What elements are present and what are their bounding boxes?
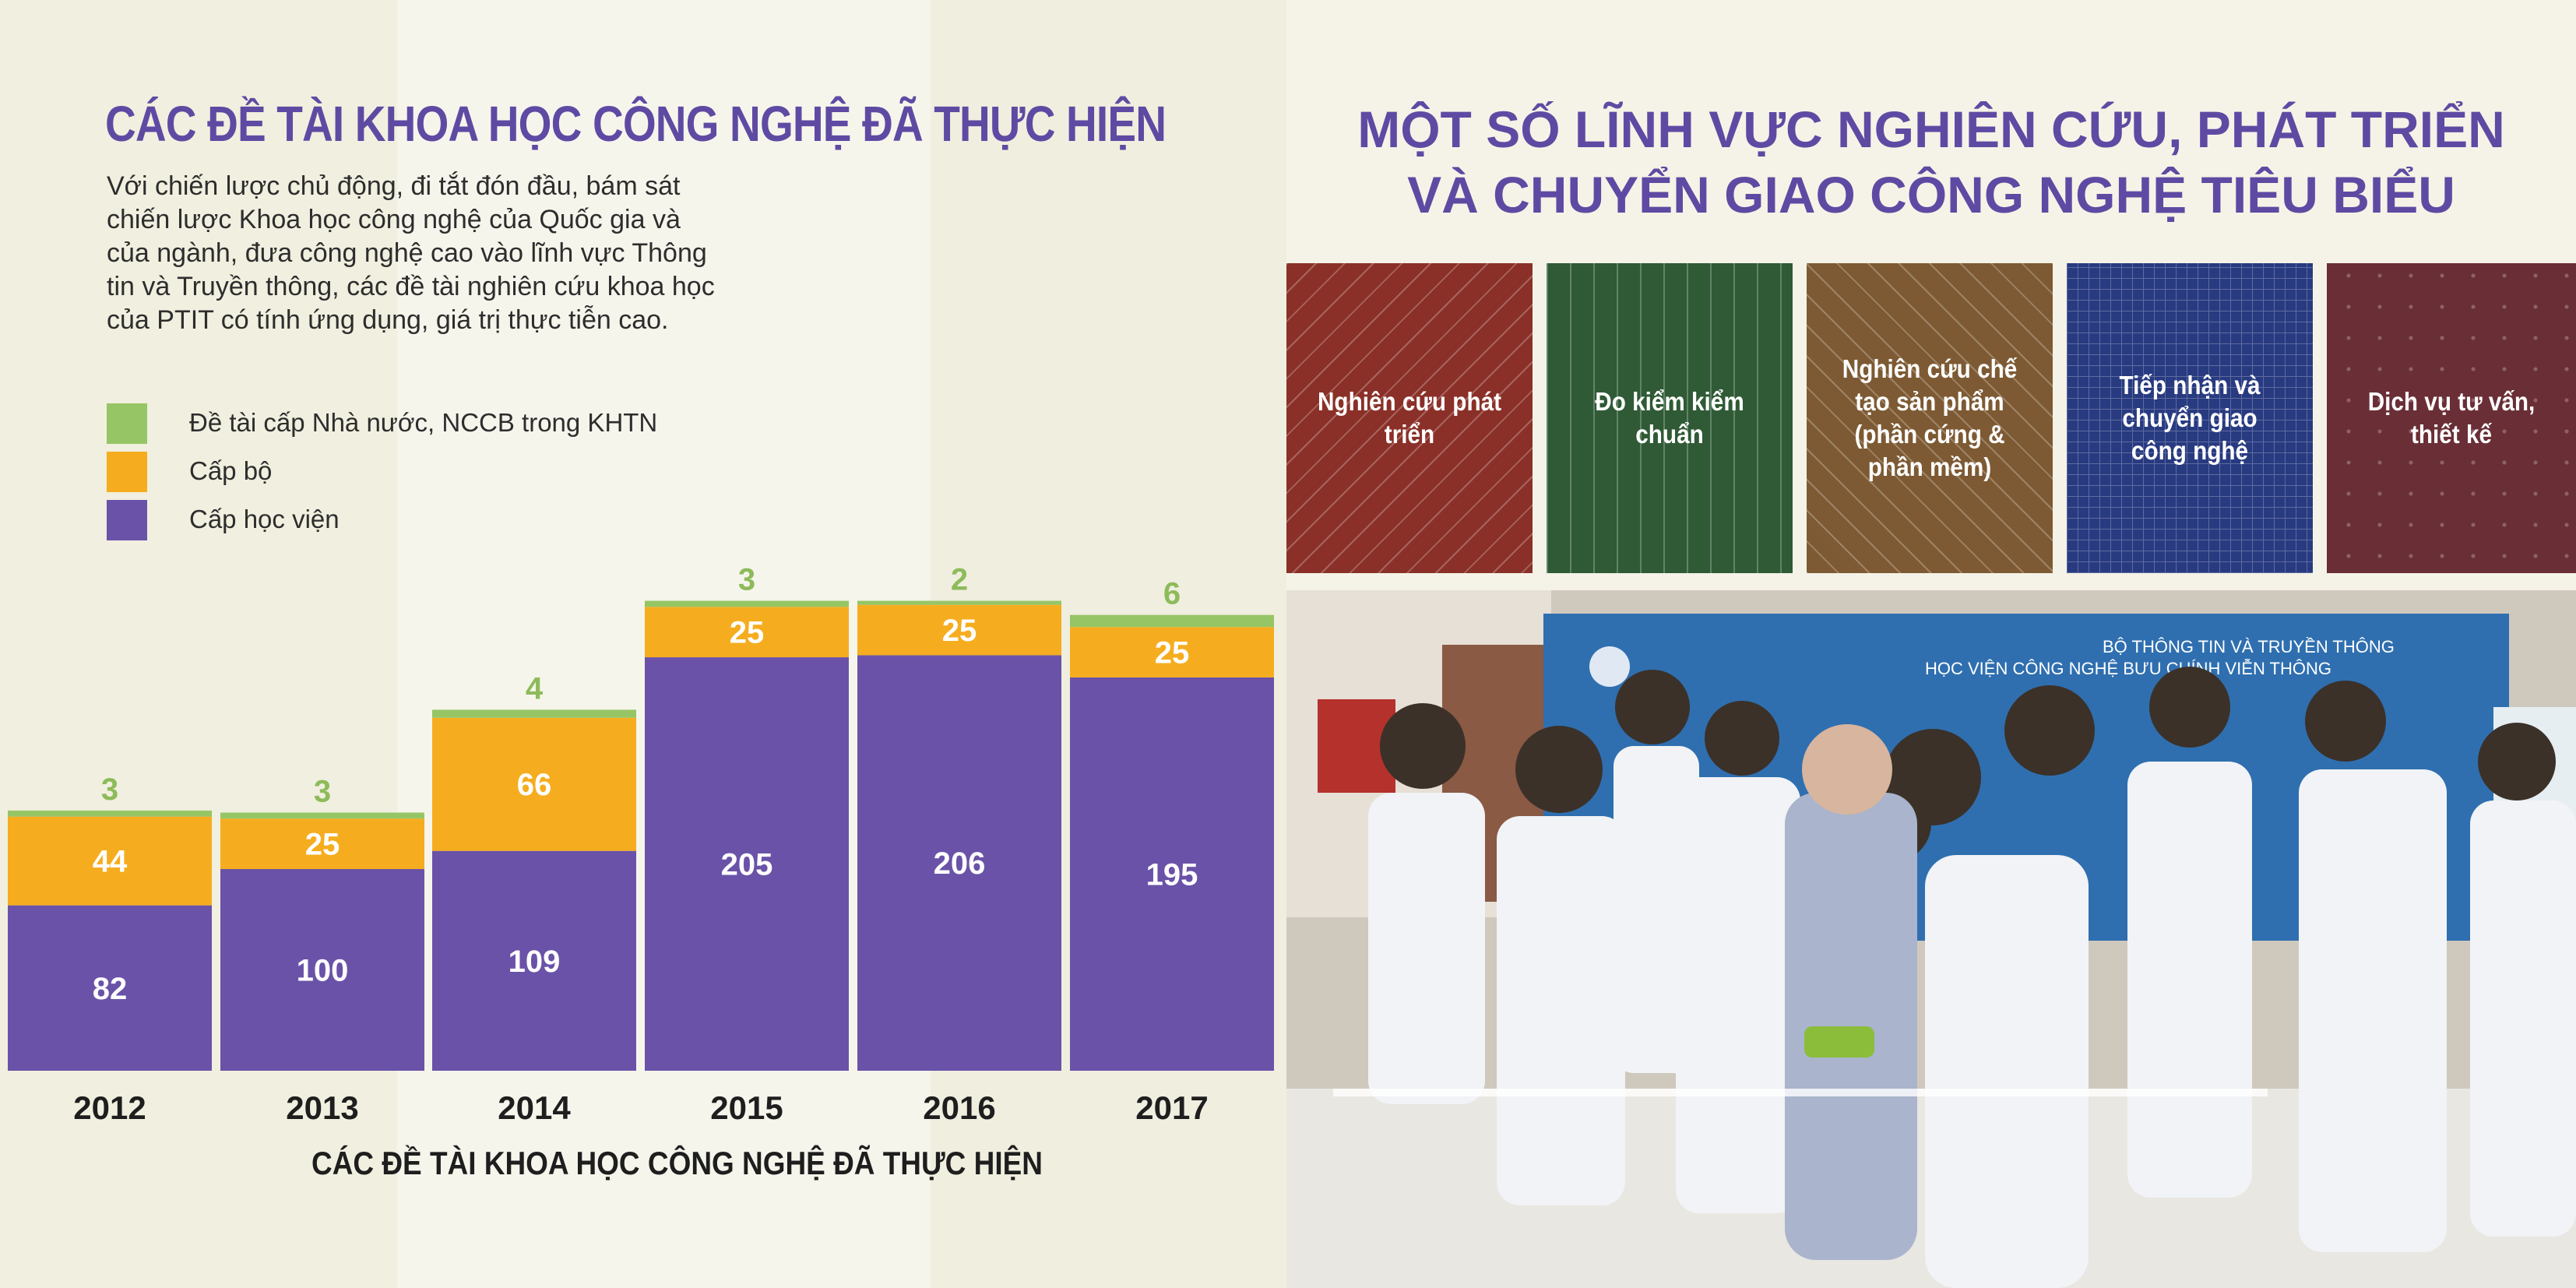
data-label-de-tai-cap-nha-nuoc-nccb-trong-khtn-2012: 3 <box>101 772 118 807</box>
bar-cap-hoc-vien-2015 <box>645 657 849 1071</box>
field-tiles: Nghiên cứu phát triển Đo kiểm kiểm chuẩn… <box>1286 263 2576 575</box>
data-label-cap-hoc-vien-2012: 82 <box>93 972 128 1006</box>
legend-swatch-academy <box>107 500 147 540</box>
intro-paragraph: Với chiến lược chủ động, đi tắt đón đầu,… <box>107 170 761 337</box>
bar-cap-bo-2017 <box>1070 627 1274 677</box>
tile-label: Nghiên cứu chế tạo sản phẩm (phần cứng &… <box>1842 354 2018 481</box>
bar-cap-bo-2013 <box>220 818 424 869</box>
right-title-line-2: VÀ CHUYỂN GIAO CÔNG NGHỆ TIÊU BIỂU <box>1407 166 2455 223</box>
tile-photo-texture <box>1547 263 1793 573</box>
data-label-cap-hoc-vien-2014: 109 <box>509 945 561 979</box>
bar-cap-bo-2014 <box>432 717 636 851</box>
x-tick-label-2012: 2012 <box>73 1089 146 1126</box>
bar-cap-hoc-vien-2014 <box>432 850 636 1071</box>
tile-label: Dịch vụ tư vấn, thiết kế <box>2367 387 2536 449</box>
bar-de-tai-cap-nha-nuoc-nccb-trong-khtn-2016 <box>857 600 1061 605</box>
tile-technology-transfer[interactable]: Tiếp nhận và chuyển giao công nghệ <box>2067 263 2313 573</box>
bar-de-tai-cap-nha-nuoc-nccb-trong-khtn-2012 <box>8 810 212 817</box>
banner-line-2: HỌC VIỆN CÔNG NGHỆ BƯU CHÍNH VIỄN THÔNG <box>1925 658 2331 678</box>
bar-de-tai-cap-nha-nuoc-nccb-trong-khtn-2017 <box>1070 614 1274 628</box>
data-label-de-tai-cap-nha-nuoc-nccb-trong-khtn-2017: 6 <box>1163 577 1181 611</box>
tile-photo-texture <box>1286 263 1533 573</box>
data-label-cap-bo-2014: 66 <box>517 768 552 802</box>
data-label-cap-hoc-vien-2017: 195 <box>1146 857 1198 892</box>
x-tick-label-2016: 2016 <box>923 1089 995 1126</box>
bar-cap-hoc-vien-2016 <box>857 655 1061 1071</box>
tile-consulting-design[interactable]: Dịch vụ tư vấn, thiết kế <box>2327 263 2576 573</box>
intro-line: của ngành, đưa công nghệ cao vào lĩnh vự… <box>107 238 707 268</box>
legend-label-state: Đề tài cấp Nhà nước, NCCB trong KHTN <box>189 408 658 437</box>
chart-caption: CÁC ĐỀ TÀI KHOA HỌC CÔNG NGHỆ ĐÃ THỰC HI… <box>311 1145 1043 1181</box>
tile-label: Đo kiểm kiểm chuẩn <box>1595 387 1744 449</box>
tile-photo-texture <box>1807 263 2053 573</box>
stacked-bar-chart: 82 44 3 2012 100 25 3 2013 109 66 4 2014 205 25 3 2015 2… <box>8 563 1274 1126</box>
bar-de-tai-cap-nha-nuoc-nccb-trong-khtn-2015 <box>645 600 849 607</box>
page-title: CÁC ĐỀ TÀI KHOA HỌC CÔNG NGHỆ ĐÃ THỰC HI… <box>105 96 1167 152</box>
intro-line: của PTIT có tính ứng dụng, giá trị thực … <box>107 305 669 335</box>
bar-de-tai-cap-nha-nuoc-nccb-trong-khtn-2013 <box>220 812 424 819</box>
bar-cap-hoc-vien-2012 <box>8 905 212 1071</box>
x-tick-label-2013: 2013 <box>286 1089 358 1126</box>
data-label-de-tai-cap-nha-nuoc-nccb-trong-khtn-2013: 3 <box>314 774 331 808</box>
data-label-cap-bo-2015: 25 <box>730 616 765 650</box>
bar-cap-hoc-vien-2013 <box>220 869 424 1071</box>
tile-product-manufacturing[interactable]: Nghiên cứu chế tạo sản phẩm (phần cứng &… <box>1807 263 2053 573</box>
banner-line-1: BỘ THÔNG TIN VÀ TRUYỀN THÔNG <box>2103 637 2395 656</box>
x-tick-label-2017: 2017 <box>1135 1089 1208 1126</box>
bar-cap-bo-2016 <box>857 604 1061 656</box>
data-label-cap-hoc-vien-2013: 100 <box>297 954 349 988</box>
legend-swatch-state <box>107 403 147 444</box>
event-photo: BỘ THÔNG TIN VÀ TRUYỀN THÔNG HỌC VIỆN CÔ… <box>1286 590 2576 1288</box>
bar-cap-bo-2012 <box>8 816 212 906</box>
data-label-cap-bo-2013: 25 <box>305 828 340 862</box>
legend-label-academy: Cấp học viện <box>189 505 340 533</box>
data-label-cap-hoc-vien-2016: 206 <box>934 846 986 881</box>
bar-cap-bo-2015 <box>645 607 849 658</box>
data-label-de-tai-cap-nha-nuoc-nccb-trong-khtn-2016: 2 <box>951 563 968 597</box>
bar-de-tai-cap-nha-nuoc-nccb-trong-khtn-2014 <box>432 709 636 718</box>
data-label-de-tai-cap-nha-nuoc-nccb-trong-khtn-2014: 4 <box>526 671 544 706</box>
tile-photo-texture <box>2327 263 2576 573</box>
x-tick-label-2014: 2014 <box>498 1089 571 1126</box>
x-tick-label-2015: 2015 <box>710 1089 783 1126</box>
data-label-cap-bo-2016: 25 <box>942 614 977 648</box>
data-label-cap-bo-2017: 25 <box>1155 636 1190 670</box>
right-title-line-1: MỘT SỐ LĨNH VỰC NGHIÊN CỨU, PHÁT TRIỂN <box>1357 100 2505 158</box>
bar-cap-hoc-vien-2017 <box>1070 677 1274 1071</box>
tile-testing-calibration[interactable]: Đo kiểm kiểm chuẩn <box>1547 263 1793 573</box>
legend-swatch-ministry <box>107 452 147 492</box>
tile-research-development[interactable]: Nghiên cứu phát triển <box>1286 263 1533 573</box>
tile-photo-texture <box>2067 263 2313 573</box>
tile-label: Nghiên cứu phát triển <box>1317 387 1501 449</box>
data-label-cap-bo-2012: 44 <box>93 845 128 879</box>
intro-line: tin và Truyền thông, các đề tài nghiên c… <box>107 272 715 301</box>
data-label-cap-hoc-vien-2015: 205 <box>721 848 773 882</box>
legend-label-ministry: Cấp bộ <box>189 456 273 485</box>
intro-line: Với chiến lược chủ động, đi tắt đón đầu,… <box>107 171 681 201</box>
tile-label: Tiếp nhận và chuyển giao công nghệ <box>2119 371 2261 465</box>
intro-line: chiến lược Khoa học công nghệ của Quốc g… <box>107 205 681 234</box>
event-photo-illustration: BỘ THÔNG TIN VÀ TRUYỀN THÔNG HỌC VIỆN CÔ… <box>1286 590 2576 1288</box>
data-label-de-tai-cap-nha-nuoc-nccb-trong-khtn-2015: 3 <box>738 563 755 597</box>
